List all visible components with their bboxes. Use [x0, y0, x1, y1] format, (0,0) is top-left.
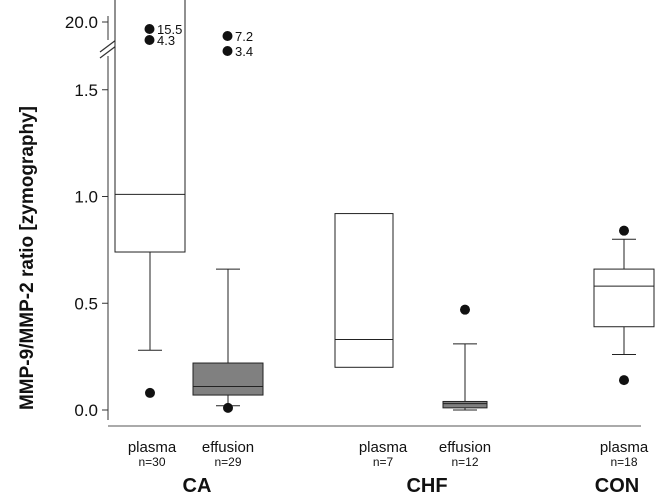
- outlier-point-off-scale: [144, 35, 155, 45]
- y-tick-label: 1.0: [74, 188, 98, 207]
- box-body: [442, 400, 488, 409]
- y-tick-label: 1.5: [74, 81, 98, 100]
- sample-size-label: n=29: [214, 455, 241, 469]
- y-tick-label-break: 20.0: [65, 13, 98, 32]
- outlier-value-label: 7.2: [235, 29, 253, 44]
- outlier-point-off-scale: [144, 24, 155, 34]
- category-label: plasma: [359, 439, 408, 456]
- axis-layer: 0.00.51.01.52.02.53.020.0: [65, 13, 641, 427]
- outlier-point: [619, 225, 629, 236]
- box-body: [593, 268, 655, 328]
- category-label: plasma: [128, 439, 177, 456]
- category-label: plasma: [600, 439, 649, 456]
- outlier-value-label: 4.3: [157, 33, 175, 48]
- group-label: CON: [595, 475, 639, 497]
- sample-size-label: n=7: [373, 455, 394, 469]
- outlier-point: [619, 375, 629, 386]
- outlier-point: [223, 402, 233, 413]
- box-body: [334, 213, 394, 368]
- category-label: effusion: [202, 439, 254, 456]
- box-chf-plasma: [334, 213, 394, 368]
- box-con-plasma: [593, 225, 655, 386]
- y-axis-label: MMP-9/MMP-2 ratio [zymography]: [17, 106, 38, 410]
- box-ca-plasma: 15.54.3: [114, 0, 186, 398]
- group-label: CHF: [406, 475, 447, 497]
- outlier-point-off-scale: [222, 31, 233, 41]
- y-tick-label: 0.0: [74, 401, 98, 420]
- sample-size-label: n=18: [610, 455, 637, 469]
- outlier-value-label: 15.5: [157, 22, 182, 37]
- outlier-point-off-scale: [222, 46, 233, 56]
- category-label-layer: plasman=30effusionn=29plasman=7effusionn…: [128, 439, 649, 497]
- sample-size-label: n=12: [451, 455, 478, 469]
- sample-size-label: n=30: [138, 455, 165, 469]
- y-tick-label: 0.5: [74, 294, 98, 313]
- box-layer: 15.54.3 7.23.4: [114, 0, 655, 413]
- outlier-point: [460, 304, 470, 315]
- group-label: CA: [183, 475, 212, 497]
- outlier-point: [145, 387, 155, 398]
- box-body: [192, 362, 264, 396]
- category-label: effusion: [439, 439, 491, 456]
- box-ca-effusion: 7.23.4: [192, 29, 264, 413]
- outlier-value-label: 3.4: [235, 44, 253, 59]
- box-chf-effusion: [442, 304, 488, 411]
